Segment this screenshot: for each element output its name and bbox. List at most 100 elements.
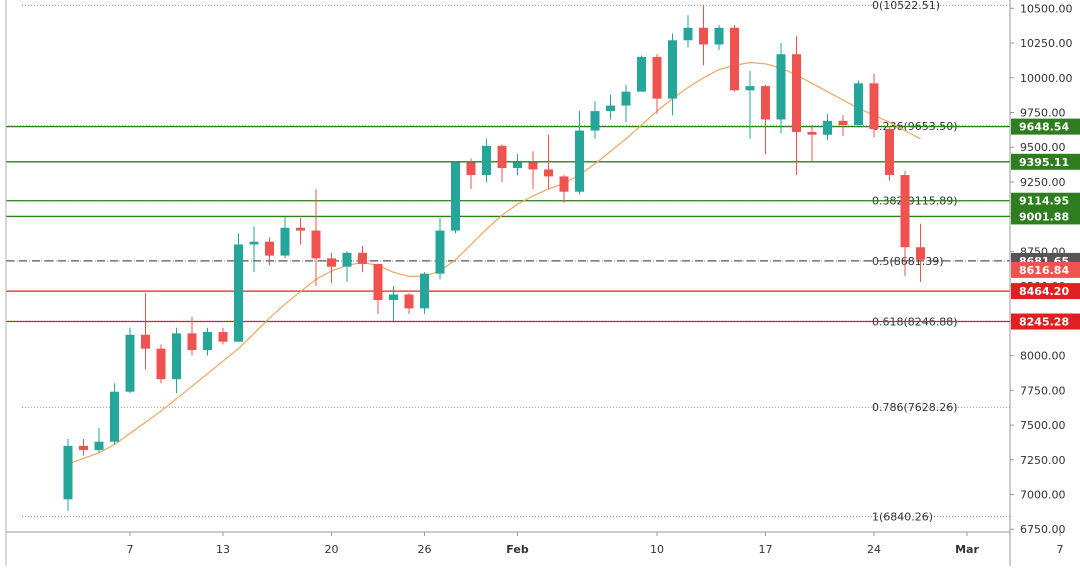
- candle-body: [280, 227, 290, 256]
- candle-body: [358, 252, 367, 264]
- candle-body: [249, 241, 259, 245]
- candle-body: [79, 445, 88, 451]
- candle-body: [761, 86, 770, 120]
- candle-body: [916, 247, 925, 260]
- price-tag-label: 8616.84: [1019, 264, 1069, 277]
- candle-body: [420, 273, 429, 309]
- candle-body: [156, 348, 166, 380]
- candle-body: [544, 169, 553, 177]
- candle-body: [869, 83, 879, 130]
- x-tick-label: 7: [1057, 543, 1064, 556]
- candle-body: [265, 241, 274, 256]
- candle-body: [668, 40, 677, 99]
- candle-body: [482, 145, 491, 176]
- price-tag-label: 8245.28: [1019, 316, 1069, 329]
- y-tick-label: 7500.00: [1020, 419, 1066, 432]
- candle-body: [373, 263, 383, 301]
- price-tag-label: 9114.95: [1019, 195, 1069, 208]
- y-tick-label: 7000.00: [1020, 488, 1066, 501]
- candle-body: [823, 120, 832, 135]
- horizontal-levels: [6, 125, 1010, 323]
- candle-body: [683, 27, 693, 41]
- candle-body: [234, 244, 243, 342]
- candle-body: [404, 294, 414, 309]
- candle-body: [342, 252, 352, 267]
- price-tag: [1011, 313, 1080, 330]
- candle-body: [807, 131, 817, 135]
- y-tick-label: 10000.00: [1020, 72, 1073, 85]
- x-tick-label: 13: [216, 543, 230, 556]
- x-tick-label: 17: [759, 543, 773, 556]
- candle-body: [327, 258, 336, 267]
- candle-body: [854, 83, 863, 126]
- price-tag: [1011, 261, 1080, 278]
- candle-body: [63, 445, 73, 500]
- x-tick-label: 10: [650, 543, 664, 556]
- candle-body: [776, 54, 786, 120]
- candle-body: [590, 111, 600, 131]
- candle-body: [94, 441, 104, 451]
- y-tick-label: 10500.00: [1020, 2, 1073, 15]
- candle-body: [637, 56, 646, 92]
- price-tag-label: 9648.54: [1019, 121, 1069, 134]
- price-tag-label: 9395.11: [1019, 156, 1069, 169]
- price-tag: [1011, 208, 1080, 225]
- price-tag: [1011, 118, 1080, 135]
- candle-body: [528, 162, 538, 170]
- candle-body: [451, 162, 460, 231]
- candle-body: [311, 230, 321, 259]
- candle-body: [730, 27, 739, 91]
- price-tag-label: 9001.88: [1019, 210, 1069, 223]
- candle-body: [466, 162, 476, 176]
- x-tick-label: Mar: [955, 543, 979, 556]
- candle-body: [699, 27, 708, 45]
- fib-level-label: 0(10522.51): [872, 0, 940, 12]
- candle-body: [900, 175, 910, 248]
- candle-body: [792, 54, 801, 132]
- candle-body: [203, 331, 212, 351]
- y-tick-label: 9500.00: [1020, 141, 1066, 154]
- x-tick-label: 24: [867, 543, 881, 556]
- candle-body: [110, 391, 119, 442]
- price-tag: [1011, 283, 1080, 300]
- candle-body: [218, 331, 228, 342]
- x-tick-label: 20: [325, 543, 339, 556]
- price-tag-label: 8464.20: [1019, 285, 1069, 298]
- candle-body: [885, 129, 894, 176]
- x-tick-label: Feb: [506, 543, 529, 556]
- candle-body: [141, 334, 150, 349]
- candle-body: [714, 27, 724, 45]
- candle-body: [559, 176, 569, 192]
- candle-body: [838, 120, 848, 126]
- candle-body: [575, 130, 584, 192]
- y-tick-label: 6750.00: [1020, 523, 1066, 536]
- candle-body: [606, 105, 615, 112]
- price-tag: [1011, 192, 1080, 209]
- y-tick-label: 7250.00: [1020, 454, 1066, 467]
- candle-body: [652, 56, 662, 99]
- y-tick-label: 10250.00: [1020, 37, 1073, 50]
- candle-body: [187, 333, 197, 351]
- candle-body: [296, 227, 305, 231]
- fib-level-label: 0.786(7628.26): [872, 401, 958, 414]
- candle-body: [621, 91, 631, 106]
- y-tick-label: 9750.00: [1020, 107, 1066, 120]
- price-tags: 9648.549395.119114.959001.888681.658464.…: [1011, 118, 1080, 330]
- candle-body: [389, 294, 398, 301]
- x-tick-label: 7: [127, 543, 134, 556]
- price-tag: [1011, 153, 1080, 170]
- y-tick-label: 7750.00: [1020, 384, 1066, 397]
- candlesticks: [63, 5, 925, 512]
- y-tick-label: 8000.00: [1020, 350, 1066, 363]
- candle-body: [513, 162, 522, 169]
- fib-level-label: 1(6840.26): [872, 511, 933, 524]
- candle-body: [435, 230, 445, 274]
- x-tick-label: 26: [418, 543, 432, 556]
- y-tick-label: 9250.00: [1020, 176, 1066, 189]
- candle-body: [745, 86, 755, 91]
- candle-body: [497, 145, 507, 169]
- candle-body: [172, 333, 181, 380]
